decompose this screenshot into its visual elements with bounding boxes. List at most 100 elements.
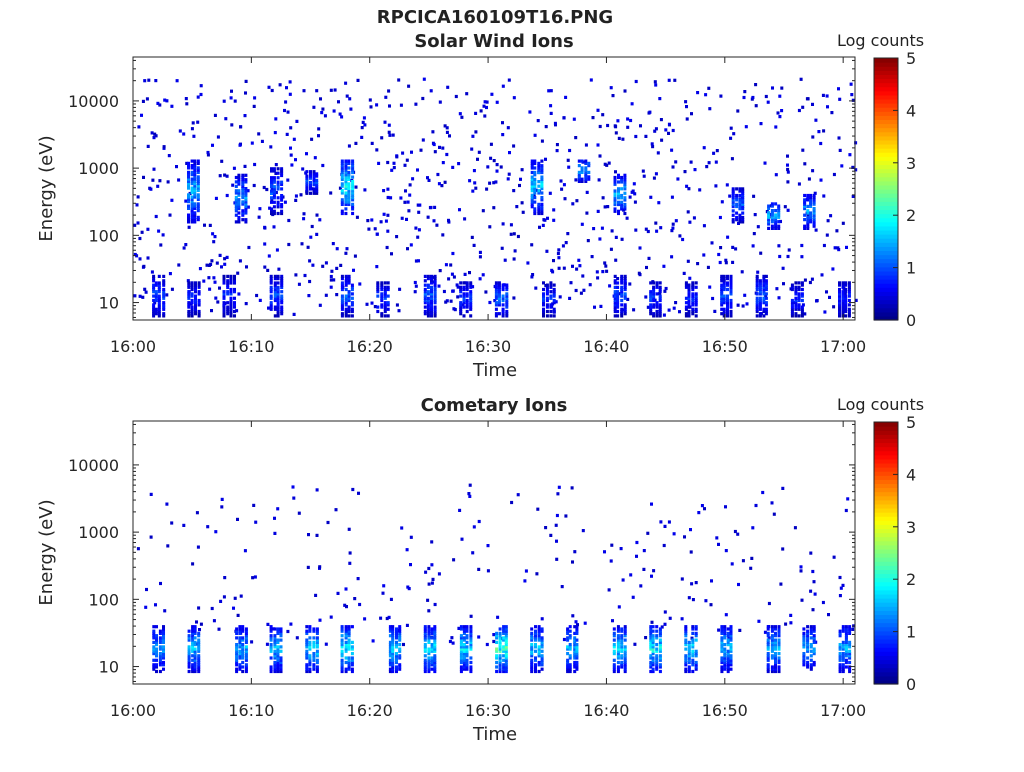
burst-cell	[613, 309, 617, 314]
burst-cell	[774, 667, 778, 671]
burst-cell	[312, 189, 316, 193]
burst-cell	[623, 645, 627, 649]
count-cell	[685, 105, 689, 109]
burst-cell	[269, 634, 273, 638]
burst-cell	[587, 170, 591, 174]
count-cell	[501, 133, 505, 137]
burst-cell	[580, 166, 584, 170]
burst-cell	[309, 180, 313, 185]
burst-cell	[613, 182, 617, 186]
burst-cell	[340, 202, 344, 206]
burst-cell	[568, 629, 572, 633]
burst-cell	[315, 638, 319, 642]
burst-cell	[694, 634, 698, 638]
burst-cell	[194, 298, 198, 303]
burst-cell	[720, 296, 724, 300]
count-cell	[184, 243, 188, 247]
burst-cell	[537, 638, 541, 642]
burst-cell	[623, 307, 627, 311]
burst-cell	[762, 274, 766, 278]
burst-cell	[809, 636, 813, 640]
burst-cell	[797, 281, 801, 285]
burst-cell	[155, 625, 159, 629]
burst-cell	[272, 185, 276, 189]
count-cell	[175, 165, 179, 169]
colorbar-segment	[874, 62, 898, 67]
burst-cell	[193, 215, 197, 219]
burst-cell	[305, 629, 309, 633]
burst-cell	[193, 643, 197, 647]
count-cell	[309, 235, 313, 239]
burst-cell	[312, 176, 316, 180]
burst-cell	[241, 669, 245, 674]
count-cell	[493, 299, 497, 303]
x-tick-label: 16:30	[465, 701, 511, 720]
burst-cell	[427, 663, 431, 667]
burst-cell	[694, 649, 698, 653]
burst-cell	[495, 649, 499, 653]
count-cell	[291, 485, 295, 489]
burst-cell	[193, 663, 197, 667]
burst-cell	[241, 665, 245, 669]
burst-cell	[469, 305, 473, 309]
burst-cell	[226, 290, 230, 294]
burst-cell	[462, 649, 466, 653]
colorbar-segment	[874, 618, 898, 624]
burst-cell	[162, 654, 166, 658]
burst-cell	[498, 658, 502, 662]
burst-cell	[575, 660, 579, 665]
burst-cell	[305, 185, 309, 189]
burst-cell	[502, 636, 506, 640]
count-cell	[506, 126, 510, 130]
burst-cell	[158, 640, 162, 644]
count-cell	[686, 210, 690, 214]
burst-cell	[577, 159, 581, 163]
burst-cell	[187, 301, 191, 305]
burst-cell	[540, 196, 544, 200]
burst-cell	[340, 191, 344, 195]
burst-cell	[241, 647, 245, 651]
burst-cell	[340, 166, 344, 170]
burst-cell	[806, 636, 810, 640]
burst-cell	[613, 292, 617, 296]
burst-cell	[501, 287, 505, 292]
burst-cell	[391, 627, 395, 631]
burst-cell	[276, 292, 280, 296]
count-cell	[566, 232, 570, 236]
burst-cell	[347, 279, 351, 283]
burst-cell	[533, 177, 537, 181]
plot-area-1	[136, 483, 856, 674]
burst-cell	[794, 281, 798, 285]
burst-cell	[340, 170, 344, 175]
burst-cell	[797, 285, 801, 289]
burst-cell	[584, 173, 588, 177]
burst-cell	[193, 640, 197, 644]
burst-cell	[655, 654, 659, 658]
burst-cell	[694, 667, 698, 671]
burst-cell	[279, 631, 283, 635]
burst-cell	[577, 170, 581, 174]
burst-cell	[720, 640, 724, 644]
burst-cell	[530, 177, 534, 181]
burst-cell	[340, 625, 344, 629]
burst-cell	[623, 283, 627, 287]
burst-cell	[575, 647, 579, 651]
count-cell	[582, 288, 586, 292]
colorbar-segment	[874, 659, 898, 665]
count-cell	[668, 616, 672, 620]
count-cell	[370, 141, 374, 145]
count-cell	[268, 206, 272, 210]
burst-cell	[347, 296, 351, 300]
burst-cell	[197, 647, 201, 651]
burst-cell	[340, 663, 344, 667]
colorbar-segment	[874, 266, 898, 272]
burst-cell	[726, 287, 730, 292]
burst-cell	[766, 627, 770, 631]
burst-cell	[157, 294, 161, 298]
burst-cell	[187, 296, 191, 300]
burst-cell	[687, 298, 691, 303]
burst-cell	[770, 643, 774, 647]
burst-cell	[617, 211, 621, 216]
burst-cell	[154, 292, 158, 296]
count-cell	[729, 136, 733, 140]
